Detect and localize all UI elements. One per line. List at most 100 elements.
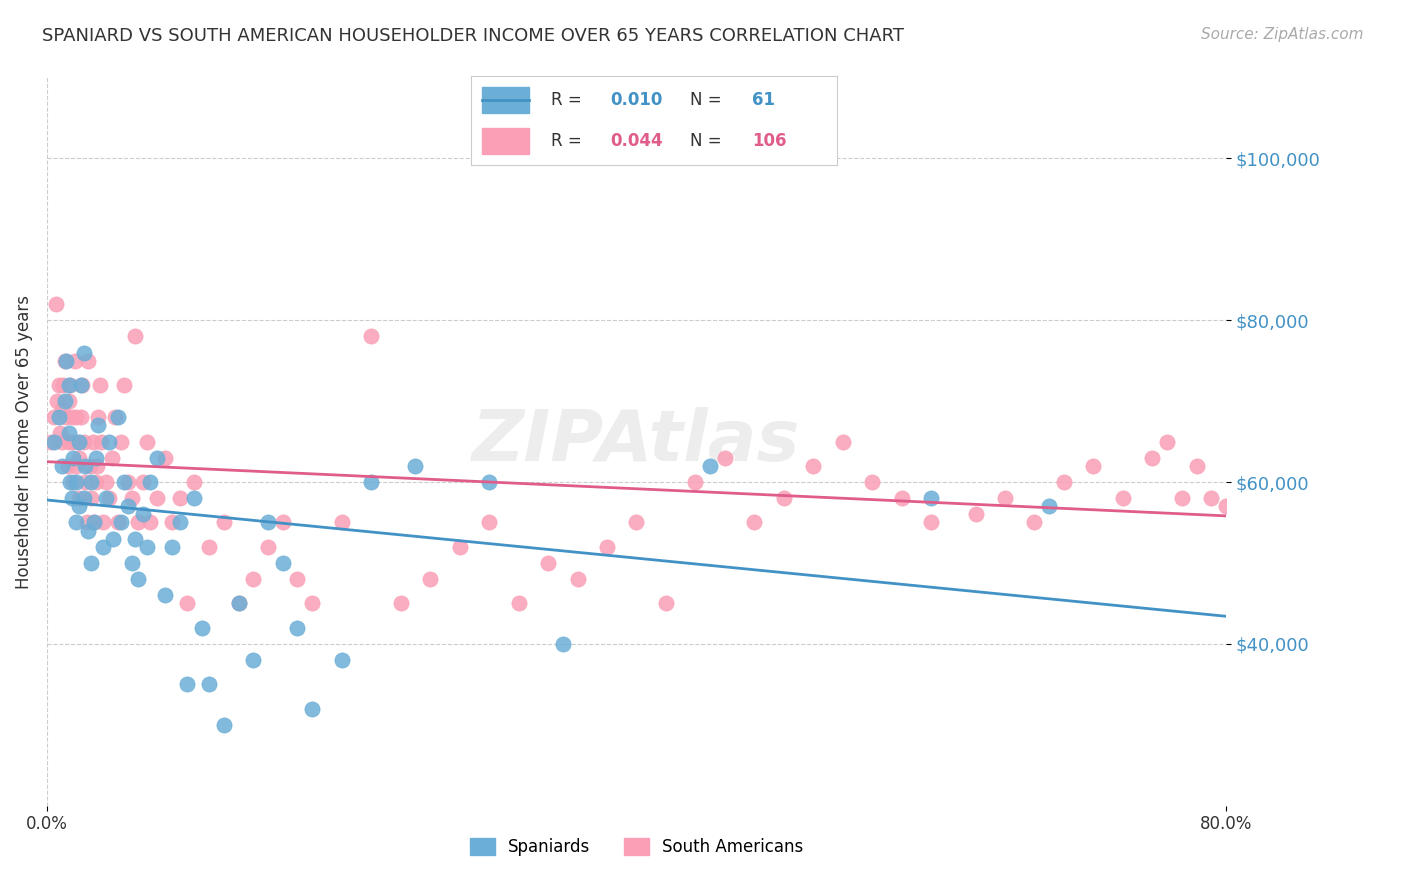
Point (176, 677, 198, 691)
Point (58, 394, 80, 409)
Point (860, 475, 883, 489)
Point (404, 458, 426, 473)
Point (80, 556, 103, 570)
Point (65, 475, 87, 489)
Point (94, 475, 117, 489)
Point (58, 378, 80, 392)
Point (45, 297, 67, 311)
Point (89, 378, 111, 392)
Point (685, 475, 707, 489)
Point (76, 516, 98, 530)
Point (49, 426, 72, 441)
Point (153, 588, 176, 602)
Point (80, 491, 103, 506)
Point (80, 475, 103, 489)
Point (257, 540, 280, 554)
Point (53, 353, 76, 368)
Point (271, 556, 294, 570)
Point (1171, 491, 1194, 506)
Point (228, 596, 250, 610)
Point (124, 532, 146, 546)
Point (596, 540, 619, 554)
Point (51, 402, 73, 417)
Point (1156, 434, 1178, 449)
Point (90, 434, 112, 449)
Point (1201, 491, 1223, 506)
Point (176, 596, 198, 610)
Point (257, 516, 280, 530)
Point (449, 540, 471, 554)
Point (65, 458, 87, 473)
Point (94, 491, 117, 506)
Text: 106: 106 (752, 132, 787, 150)
Text: 0.010: 0.010 (610, 91, 662, 109)
Point (287, 621, 309, 635)
Point (271, 516, 294, 530)
Point (44, 410, 66, 425)
Point (82, 434, 104, 449)
Text: Source: ZipAtlas.com: Source: ZipAtlas.com (1201, 27, 1364, 42)
Text: R =: R = (551, 132, 588, 150)
Point (62, 475, 84, 489)
Point (112, 378, 135, 392)
Point (39, 434, 62, 449)
FancyBboxPatch shape (482, 87, 530, 113)
Point (84, 475, 107, 489)
Point (58, 426, 80, 441)
Point (121, 491, 143, 506)
Point (287, 572, 309, 586)
Point (1024, 516, 1046, 530)
Point (112, 475, 135, 489)
Point (301, 596, 323, 610)
Point (72, 378, 94, 392)
Point (67, 434, 90, 449)
Point (655, 596, 678, 610)
Legend: Spaniards, South Americans: Spaniards, South Americans (463, 831, 810, 863)
Point (478, 475, 501, 489)
Point (1215, 500, 1237, 514)
Point (100, 450, 122, 465)
Point (1230, 516, 1253, 530)
Point (58, 434, 80, 449)
Point (744, 516, 766, 530)
Point (183, 475, 205, 489)
Point (87, 410, 110, 425)
Text: N =: N = (690, 91, 727, 109)
Point (46, 394, 69, 409)
Point (59, 475, 82, 489)
Point (508, 596, 530, 610)
Point (104, 410, 127, 425)
Point (77, 524, 100, 538)
Point (551, 637, 574, 651)
Point (890, 491, 912, 506)
Point (55, 353, 77, 368)
Point (139, 516, 162, 530)
Point (131, 508, 153, 522)
Point (97, 491, 120, 506)
Point (212, 718, 235, 732)
Point (567, 572, 589, 586)
Point (83, 516, 105, 530)
Point (62, 450, 84, 465)
Point (73, 491, 96, 506)
Point (121, 556, 143, 570)
Point (107, 516, 129, 530)
Text: 61: 61 (752, 91, 776, 109)
Point (994, 491, 1017, 506)
Point (160, 540, 183, 554)
Point (330, 653, 353, 667)
Point (301, 701, 323, 715)
Point (160, 516, 183, 530)
Point (190, 621, 212, 635)
Point (73, 345, 96, 359)
Point (62, 434, 84, 449)
Point (146, 491, 169, 506)
Text: SPANIARD VS SOUTH AMERICAN HOUSEHOLDER INCOME OVER 65 YEARS CORRELATION CHART: SPANIARD VS SOUTH AMERICAN HOUSEHOLDER I… (42, 27, 904, 45)
Point (1244, 475, 1267, 489)
Point (69, 410, 91, 425)
Point (77, 353, 100, 368)
Point (136, 540, 159, 554)
Point (51, 458, 73, 473)
Text: ZIPAtlas: ZIPAtlas (472, 407, 801, 476)
Y-axis label: Householder Income Over 65 years: Householder Income Over 65 years (15, 294, 32, 589)
